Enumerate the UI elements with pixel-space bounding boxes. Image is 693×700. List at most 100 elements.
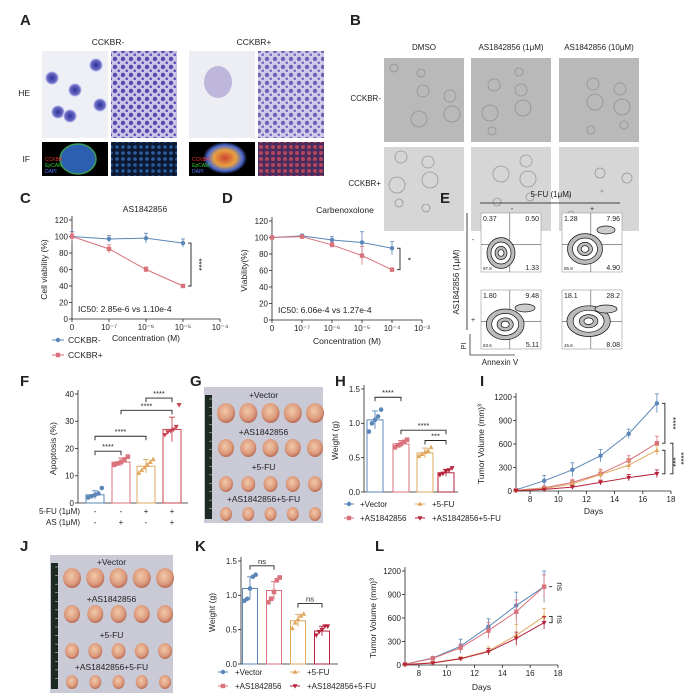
y-tick-label: 120 — [55, 216, 69, 225]
significance-bracket — [94, 435, 147, 441]
data-point — [416, 453, 422, 459]
organoid — [388, 176, 406, 194]
data-point — [372, 417, 378, 423]
data-point — [654, 441, 660, 446]
organoid — [492, 197, 502, 207]
y-tick-label: 1200 — [383, 567, 401, 576]
x-tick-label: 14 — [610, 495, 619, 504]
tumor — [218, 439, 234, 457]
stain-label: DAPI — [192, 169, 204, 175]
organoid — [613, 98, 631, 116]
significance-label: **** — [676, 452, 685, 464]
organoid — [59, 143, 97, 175]
significance-label: *** — [431, 432, 440, 441]
significance-label: **** — [115, 427, 127, 436]
x-tick-label: 0 — [70, 323, 75, 332]
legend-marker — [417, 516, 423, 521]
data-point — [147, 459, 153, 464]
series-line — [404, 622, 545, 666]
tumor — [306, 403, 324, 423]
data-point — [486, 649, 491, 655]
panel-label: J — [20, 538, 28, 555]
tumor — [285, 476, 300, 492]
data-point — [437, 472, 443, 478]
data-point — [122, 457, 127, 462]
significance-bracket — [120, 409, 173, 415]
data-point — [173, 424, 179, 430]
condition-label: 5-FU (1μM) — [39, 507, 80, 516]
data-point — [168, 428, 174, 434]
legend-label: +5-FU — [432, 500, 455, 509]
data-point — [176, 403, 182, 408]
quadrant-value: 18.1 — [564, 293, 578, 300]
tumor — [262, 439, 279, 457]
data-point — [514, 609, 519, 614]
column-label: AS1842856 (1μM) — [478, 43, 543, 52]
panel-label: C — [20, 190, 31, 207]
legend-item: +5-FU — [290, 668, 330, 677]
y-tick-label: 0.0 — [226, 660, 238, 669]
contour — [580, 245, 590, 253]
brightfield-image — [559, 58, 639, 142]
contour — [514, 303, 536, 313]
series-1 — [69, 232, 186, 289]
significance-bracket — [94, 450, 122, 456]
organoid — [600, 189, 604, 193]
row-label: IF — [22, 154, 30, 164]
legend-marker — [55, 337, 61, 343]
series-line — [71, 236, 184, 287]
tumor — [87, 605, 104, 623]
panel-label: F — [20, 373, 29, 390]
if-image-cckbr-neg-tissue — [111, 142, 177, 176]
data-point — [165, 430, 171, 435]
data-point — [395, 443, 401, 448]
x-tick-label: 10⁻⁵ — [354, 324, 370, 333]
data-point — [271, 589, 277, 595]
legend-marker — [292, 684, 298, 689]
significance-label: **** — [102, 442, 114, 451]
data-point — [402, 662, 408, 668]
organoid — [89, 58, 103, 72]
legend-label: +Vector — [235, 668, 263, 677]
significance-bracket — [374, 396, 402, 402]
y-tick-label: 40 — [65, 390, 74, 399]
data-point — [106, 236, 112, 242]
legend-label: +AS1842856 — [360, 514, 407, 523]
data-point — [316, 629, 322, 635]
tumor — [88, 643, 103, 659]
legend-item: +AS1842856 — [344, 514, 407, 523]
data-point — [598, 471, 603, 477]
y-axis-label: Tumor Volume (mm)³ — [476, 404, 486, 484]
y-tick-label: 60 — [259, 266, 268, 275]
significance-label: ns — [258, 557, 266, 566]
organoid — [421, 203, 431, 213]
significance-label: * — [403, 257, 412, 260]
data-point — [180, 240, 186, 246]
data-point — [170, 427, 176, 433]
y-tick-label: 100 — [55, 232, 69, 241]
quadrant-value: 83.6 — [483, 343, 492, 348]
organoid — [93, 98, 107, 112]
tumor — [309, 507, 321, 521]
y-tick-label: 0.0 — [349, 488, 361, 497]
organoid — [514, 67, 524, 77]
organoid — [514, 99, 532, 117]
y-tick-label: 20 — [259, 299, 268, 308]
y-axis-label: Viability(%) — [239, 249, 249, 292]
data-point — [626, 475, 632, 481]
organoid — [416, 68, 426, 78]
legend-marker — [220, 683, 226, 689]
x-tick-label: 10⁻⁴ — [212, 323, 229, 332]
image-bg — [384, 58, 464, 142]
quadrant-value: 45.6 — [564, 343, 573, 348]
y-axis-label: Weight (g) — [207, 593, 217, 632]
data-point — [274, 577, 280, 583]
column-label: CCKBR+ — [237, 37, 272, 47]
tumor — [242, 507, 255, 521]
series-3 — [513, 469, 660, 494]
data-point — [118, 459, 124, 465]
contour — [497, 249, 505, 257]
organoid — [203, 142, 247, 174]
panel-label: A — [20, 12, 31, 29]
